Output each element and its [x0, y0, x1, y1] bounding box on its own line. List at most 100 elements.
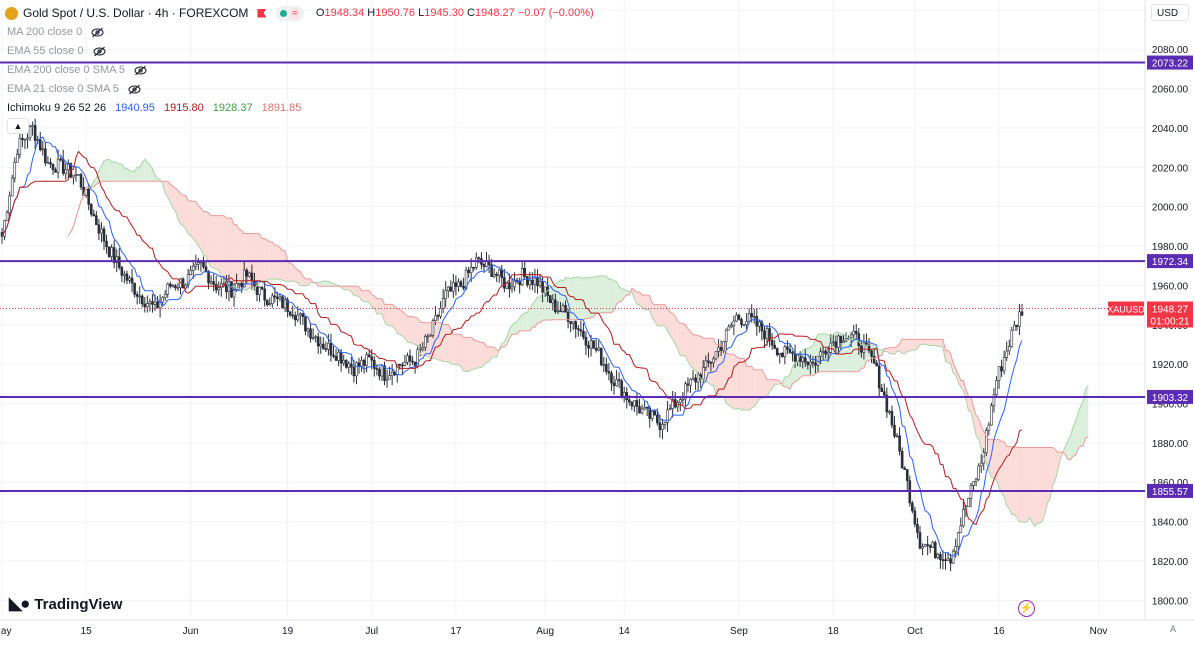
tradingview-logo[interactable]: ◣● TradingView [9, 594, 123, 613]
price-tick-label: 1880.00 [1152, 439, 1189, 450]
candle-body [658, 422, 662, 430]
cloud-segment [167, 181, 171, 203]
candle-body [903, 467, 907, 470]
candle-body [449, 286, 453, 292]
candle-body [87, 188, 90, 205]
cloud-segment [634, 290, 637, 305]
cloud-segment [514, 321, 518, 335]
auto-scale-icon[interactable]: A [1170, 624, 1177, 634]
candle-body [724, 329, 728, 342]
cloud-segment [231, 218, 235, 287]
candle-body [995, 380, 998, 396]
ichimoku-lead1-value: 1928.37 [212, 102, 253, 114]
candle-body [745, 321, 748, 325]
cloud-segment [527, 308, 530, 331]
candle-body [898, 435, 901, 452]
cloud-segment [463, 337, 467, 372]
candle-body [263, 288, 266, 301]
candle-body [941, 559, 945, 561]
time-tick-label: 19 [282, 626, 294, 637]
candle-body [839, 335, 843, 343]
cloud-segment [741, 358, 745, 410]
candle-body [125, 273, 129, 281]
cloud-segment [767, 379, 770, 398]
indicator-ema21[interactable]: EMA 21 close 0 SMA 5 [7, 83, 141, 95]
cloud-segment [756, 369, 760, 403]
symbol-title[interactable]: Gold Spot / U.S. Dollar · 4h · FOREXCOM [23, 6, 249, 20]
hidden-eye-icon[interactable] [128, 84, 141, 95]
hidden-eye-icon[interactable] [134, 65, 147, 76]
candle-body [1010, 329, 1014, 347]
candle-body [469, 266, 473, 274]
candle-body [490, 264, 493, 278]
cloud-segment [126, 168, 130, 182]
cloud-segment [948, 350, 951, 364]
candle-body [100, 228, 103, 234]
cloud-segment [101, 160, 104, 182]
cloud-segment [665, 304, 668, 331]
price-tick-label: 1860.00 [1152, 478, 1189, 489]
cloud-segment [540, 293, 543, 324]
candle-body [8, 195, 11, 214]
lightning-icon[interactable]: ⚡ [1018, 600, 1035, 617]
market-status[interactable]: ≈ [276, 5, 304, 21]
candle-body [217, 287, 221, 291]
cloud-segment [170, 184, 173, 208]
cloud-segment [1050, 447, 1053, 499]
cloud-segment [685, 324, 688, 362]
cloud-segment [361, 290, 365, 302]
cloud-segment [1085, 385, 1089, 438]
candle-body [235, 283, 238, 290]
candle-body [495, 274, 499, 276]
level-label: 1903.32 [1152, 393, 1189, 404]
cloud-segment [601, 275, 604, 313]
symbol-header: Gold Spot / U.S. Dollar · 4h · FOREXCOM … [5, 5, 594, 21]
time-tick-label: Jun [183, 626, 199, 637]
candle-body [372, 359, 376, 369]
indicator-ema55[interactable]: EMA 55 close 0 [7, 45, 106, 57]
candle-body [38, 139, 42, 151]
candle-body [518, 281, 521, 286]
cloud-segment [593, 276, 597, 318]
price-tick-label: 1840.00 [1152, 518, 1189, 529]
time-tick-label: Sep [730, 626, 748, 637]
level-label-bg [1147, 389, 1193, 404]
indicator-ma200[interactable]: MA 200 close 0 [7, 26, 104, 38]
cloud-segment [1014, 446, 1017, 518]
hidden-eye-icon[interactable] [91, 27, 104, 38]
candle-body [153, 301, 157, 305]
candle-body [610, 372, 613, 384]
candle-body [926, 544, 929, 546]
cloud-segment [394, 306, 398, 334]
cloud-segment [728, 353, 732, 407]
cloud-segment [519, 314, 523, 331]
candle-body [747, 313, 751, 322]
cloud-segment [471, 337, 474, 370]
flag-icon[interactable] [257, 8, 267, 18]
candle-body [388, 375, 391, 380]
collapse-legend-button[interactable]: ▲ [7, 118, 29, 134]
candle-body [462, 286, 465, 289]
candle-body [763, 330, 766, 340]
candle-body [1005, 350, 1009, 358]
currency-button[interactable]: USD [1151, 4, 1189, 21]
candle-body [992, 394, 996, 406]
cloud-segment [596, 275, 599, 314]
cloud-segment [461, 334, 464, 371]
candle-body [620, 380, 623, 398]
cloud-segment [889, 347, 892, 354]
time-axis-bg [0, 620, 1195, 645]
candle-body [709, 362, 713, 364]
candle-body [510, 286, 514, 290]
cloud-segment [733, 354, 737, 410]
candle-body [403, 361, 407, 366]
cloud-segment [642, 295, 645, 310]
candle-body [663, 422, 667, 425]
level-label: 2073.22 [1152, 59, 1189, 70]
indicator-ichimoku[interactable]: Ichimoku 9 26 52 26 1940.95 1915.80 1928… [7, 102, 302, 114]
indicator-ema200[interactable]: EMA 200 close 0 SMA 5 [7, 64, 147, 76]
hidden-eye-icon[interactable] [93, 46, 106, 57]
candle-body [939, 554, 942, 560]
last-price-label-bg [1147, 301, 1193, 328]
